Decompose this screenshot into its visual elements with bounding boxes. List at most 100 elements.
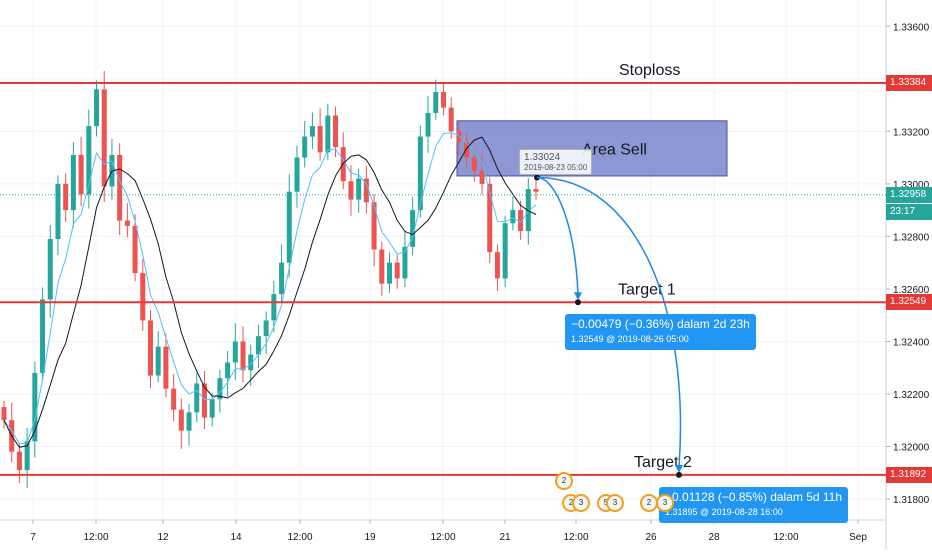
candle-body — [55, 183, 61, 239]
x-tick-label: 7 — [30, 532, 36, 543]
candle-body — [171, 388, 177, 410]
y-tick-label: 1.32000 — [893, 442, 930, 453]
x-tick-label: 12:00 — [563, 532, 588, 543]
x-tick-label: 14 — [230, 532, 242, 543]
candle-body — [302, 136, 308, 158]
economic-event-icon[interactable]: 2 — [555, 472, 573, 490]
candle-body — [63, 183, 69, 211]
target-1-label: Target 1 — [618, 281, 676, 298]
x-tick-label: 12:00 — [430, 532, 455, 543]
candle-body — [40, 299, 46, 373]
candle-body — [440, 91, 446, 108]
candle-body — [371, 202, 377, 250]
hover-time: 2019-08-23 05:00 — [524, 162, 588, 172]
y-tick-label: 1.32600 — [893, 285, 930, 296]
candle-body — [502, 223, 508, 279]
candle-body — [1, 407, 7, 421]
candle-body — [24, 441, 30, 471]
candle-body — [417, 136, 423, 211]
candle-body — [456, 131, 462, 142]
x-tick-label: 19 — [364, 532, 376, 543]
target-2-change: −0.01128 (−0.85%) dalam 5d 11h — [665, 489, 843, 504]
candle-body — [232, 341, 238, 363]
candle-body — [394, 262, 400, 279]
economic-event-icon[interactable]: 3 — [656, 494, 674, 512]
candle-body — [86, 126, 92, 195]
candle-body — [117, 154, 123, 221]
candle-body — [47, 238, 53, 300]
candle-body — [363, 178, 369, 203]
candle-body — [255, 336, 261, 355]
target-2-projection-arrow — [536, 176, 682, 467]
stoploss-label: Stoploss — [619, 62, 680, 79]
target-1-endpoint — [575, 299, 581, 306]
target-1-change: −0.00479 (−0.36%) dalam 2d 23h — [571, 317, 750, 332]
candle-body — [186, 412, 192, 431]
sell-zone-label: Area Sell — [582, 141, 647, 158]
x-tick-label: 12:00 — [773, 532, 798, 543]
x-tick-label: 12:00 — [287, 532, 312, 543]
candle-body — [16, 451, 22, 471]
target-1-detail: 1.32549 @ 2019-08-26 05:00 — [571, 334, 689, 345]
y-tick-label: 1.33000 — [893, 180, 930, 191]
candle-body — [471, 157, 477, 171]
y-tick-label: 1.32200 — [893, 390, 930, 401]
economic-event-icon[interactable]: 3 — [606, 494, 624, 512]
candle-body — [464, 141, 470, 158]
target-1-arrowhead — [574, 292, 582, 301]
y-tick-label: 1.31800 — [893, 495, 930, 506]
x-tick-label: 26 — [645, 532, 657, 543]
current-price-tag: 1.32958 — [886, 186, 932, 203]
candle-body — [309, 126, 315, 137]
target-2-price-tag: 1.31892 — [886, 466, 932, 483]
target-2-measure-label: −0.01128 (−0.85%) dalam 5d 11h 1.31895 @… — [659, 486, 849, 523]
candle-body — [263, 320, 269, 337]
target-2-label: Target 2 — [634, 454, 692, 471]
candle-body — [518, 210, 524, 232]
target-2-arrowhead — [675, 464, 683, 473]
x-tick-label: Sep — [849, 532, 867, 543]
candle-body — [124, 220, 130, 226]
target-1-price-tag: 1.32549 — [886, 294, 932, 311]
economic-event-icon[interactable]: 3 — [572, 494, 590, 512]
candle-body — [317, 126, 323, 153]
candle-body — [217, 378, 223, 400]
hover-price: 1.33024 — [524, 151, 561, 163]
x-tick-label: 12 — [157, 532, 169, 543]
y-tick-label: 1.33200 — [893, 127, 930, 138]
candle-body — [101, 89, 107, 187]
candle-body — [533, 189, 539, 192]
hover-price-box: 1.33024 2019-08-23 05:00 — [519, 148, 593, 175]
candle-body — [286, 191, 292, 263]
candle-body — [333, 115, 339, 148]
candle-body — [70, 154, 76, 211]
target-1-measure-label: −0.00479 (−0.36%) dalam 2d 23h 1.32549 @… — [565, 314, 756, 351]
candle-body — [94, 89, 100, 127]
fast-moving-average-line — [3, 132, 537, 445]
candle-body — [194, 383, 200, 413]
candle-body — [178, 409, 184, 431]
candle-body — [325, 115, 331, 153]
candle-body — [32, 372, 38, 442]
candle-body — [402, 246, 408, 279]
candle-body — [510, 210, 516, 224]
candle-body — [209, 399, 215, 418]
candle-body — [348, 181, 354, 200]
candle-body — [294, 157, 300, 192]
candle-body — [78, 154, 84, 195]
candle-body — [132, 225, 138, 274]
candle-body — [410, 210, 416, 247]
candle-body — [379, 249, 385, 284]
x-tick-label: 21 — [499, 532, 511, 543]
candle-body — [387, 262, 393, 284]
candle-body — [163, 346, 169, 389]
y-tick-label: 1.33600 — [893, 22, 930, 33]
candle-body — [155, 346, 161, 376]
candle-body — [201, 383, 207, 418]
slow-moving-average-line — [3, 136, 537, 448]
candle-body — [433, 91, 439, 113]
target-2-detail: 1.31895 @ 2019-08-28 16:00 — [665, 506, 783, 517]
candle-body — [448, 107, 454, 132]
